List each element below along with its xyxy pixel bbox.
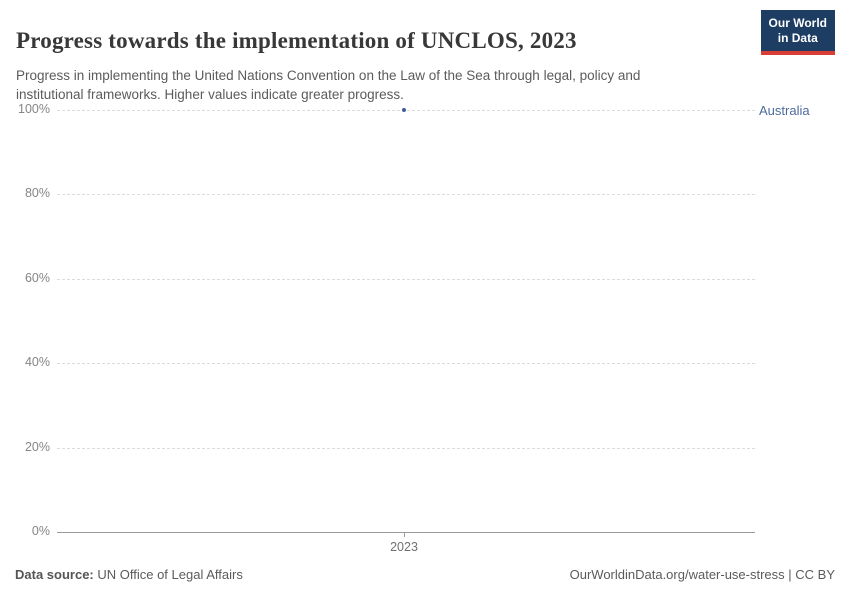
y-axis-tick-label: 0% <box>31 524 50 538</box>
x-axis-tick-label: 2023 <box>390 540 418 554</box>
chart-footer: Data source: UN Office of Legal Affairs … <box>15 567 835 582</box>
y-axis-tick-label: 40% <box>24 355 50 369</box>
gridline <box>57 363 755 364</box>
gridline <box>57 194 755 195</box>
owid-logo[interactable]: Our World in Data <box>760 10 835 55</box>
x-axis-line <box>57 532 755 533</box>
entity-label-australia[interactable]: Australia <box>759 103 810 118</box>
data-point-australia[interactable] <box>402 108 406 112</box>
attribution-link[interactable]: OurWorldinData.org/water-use-stress | CC… <box>569 567 835 582</box>
x-axis-tick <box>404 532 405 537</box>
y-axis-tick-label: 80% <box>24 186 50 200</box>
gridline <box>57 279 755 280</box>
data-source-label: Data source: <box>15 567 94 582</box>
gridline <box>57 110 755 111</box>
y-axis-tick-label: 60% <box>24 271 50 285</box>
owid-logo-line2: in Data <box>777 31 818 45</box>
chart-title: Progress towards the implementation of U… <box>16 28 577 54</box>
chart-subtitle: Progress in implementing the United Nati… <box>16 67 641 102</box>
owid-logo-line1: Our World <box>768 16 827 30</box>
data-source: Data source: UN Office of Legal Affairs <box>15 567 243 582</box>
y-axis-tick-label: 100% <box>18 102 50 116</box>
y-axis-tick-label: 20% <box>24 440 50 454</box>
gridline <box>57 448 755 449</box>
data-source-value: UN Office of Legal Affairs <box>93 567 243 582</box>
